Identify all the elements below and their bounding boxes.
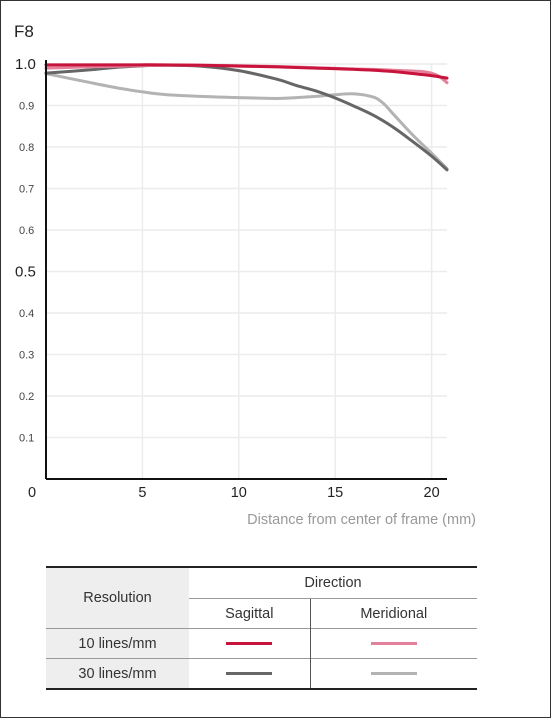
y-tick-label: 1.0 [15, 56, 36, 73]
x-tick-label: 0 [28, 485, 36, 501]
series-line-sagittal-10 [44, 63, 449, 80]
x-tick-label: 20 [424, 485, 440, 501]
mtf-chart: 0 5 10 15 20 1.00.90.80.70.60.50.40.30.20.1 … [15, 56, 476, 528]
x-tick-label: 15 [327, 485, 343, 501]
chart-title: F8 [14, 22, 34, 41]
x-tick-label: 5 [138, 485, 146, 501]
y-tick-label: 0.3 [19, 350, 34, 362]
y-tick-labels: 1.0 0.9 0.8 0.7 0.6 0.5 0.4 0.3 0.2 0.1 [15, 56, 36, 445]
swatch-m30 [370, 672, 417, 676]
legend-swatch-sagittal-30 [189, 658, 311, 690]
grid-lines [46, 63, 447, 479]
swatch-s10 [226, 642, 273, 646]
y-tick-label: 0.1 [19, 433, 34, 445]
legend-table: Resolution Direction Sagittal Meridional… [46, 566, 477, 690]
y-tick-label: 0.7 [19, 184, 34, 196]
y-tick-label: 0.9 [19, 101, 34, 113]
legend-row-10: 10 lines/mm [46, 628, 477, 659]
axes [45, 60, 447, 480]
series-lines [44, 63, 449, 172]
x-axis-label: Distance from center of frame (mm) [247, 512, 476, 528]
series-line-sagittal-30 [44, 63, 449, 172]
y-tick-label: 0.2 [19, 391, 34, 403]
sagittal-header: Sagittal [189, 598, 311, 629]
y-tick-label: 0.6 [19, 225, 34, 237]
meridional-header: Meridional [309, 598, 477, 629]
swatch-s30 [226, 672, 273, 676]
legend-row-label: 30 lines/mm [46, 658, 189, 690]
series-line-meridional-10 [44, 63, 449, 85]
x-tick-labels: 0 5 10 15 20 [28, 485, 440, 501]
x-tick-label: 10 [231, 485, 247, 501]
legend-swatch-meridional-10 [309, 628, 477, 659]
y-tick-label: 0.4 [19, 308, 34, 320]
direction-header: Direction [189, 566, 477, 599]
legend-row-30: 30 lines/mm [46, 658, 477, 690]
swatch-m10 [370, 642, 417, 646]
series-line-meridional-30 [44, 72, 449, 171]
legend-swatch-sagittal-10 [189, 628, 311, 659]
y-tick-label: 0.8 [19, 142, 34, 154]
legend-row-label: 10 lines/mm [46, 628, 189, 659]
legend-swatch-meridional-30 [309, 658, 477, 690]
resolution-header: Resolution [46, 566, 189, 629]
y-tick-label: 0.5 [15, 264, 36, 281]
